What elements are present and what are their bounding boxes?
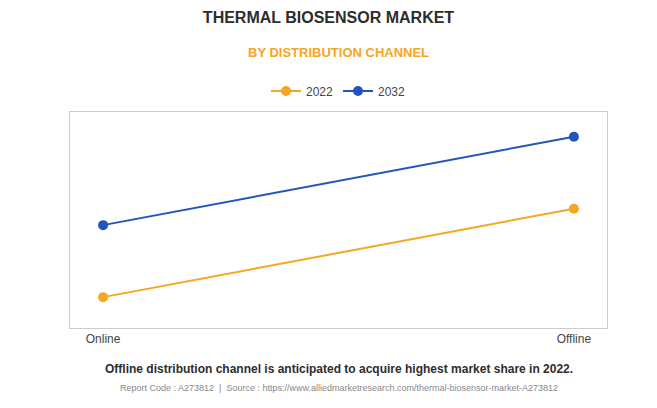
svg-text:Offline: Offline bbox=[557, 332, 592, 346]
svg-text:Online: Online bbox=[86, 332, 121, 346]
svg-text:2022: 2022 bbox=[306, 85, 333, 99]
svg-text:THERMAL BIOSENSOR MARKET: THERMAL BIOSENSOR MARKET bbox=[203, 9, 454, 26]
svg-text:Report Code : A273812 | Sour: Report Code : A273812 | Source : https:/… bbox=[120, 383, 558, 393]
svg-text:BY DISTRIBUTION CHANNEL: BY DISTRIBUTION CHANNEL bbox=[248, 45, 429, 60]
svg-text:2032: 2032 bbox=[378, 85, 405, 99]
svg-text:Offline distribution channel i: Offline distribution channel is anticipa… bbox=[105, 362, 573, 376]
